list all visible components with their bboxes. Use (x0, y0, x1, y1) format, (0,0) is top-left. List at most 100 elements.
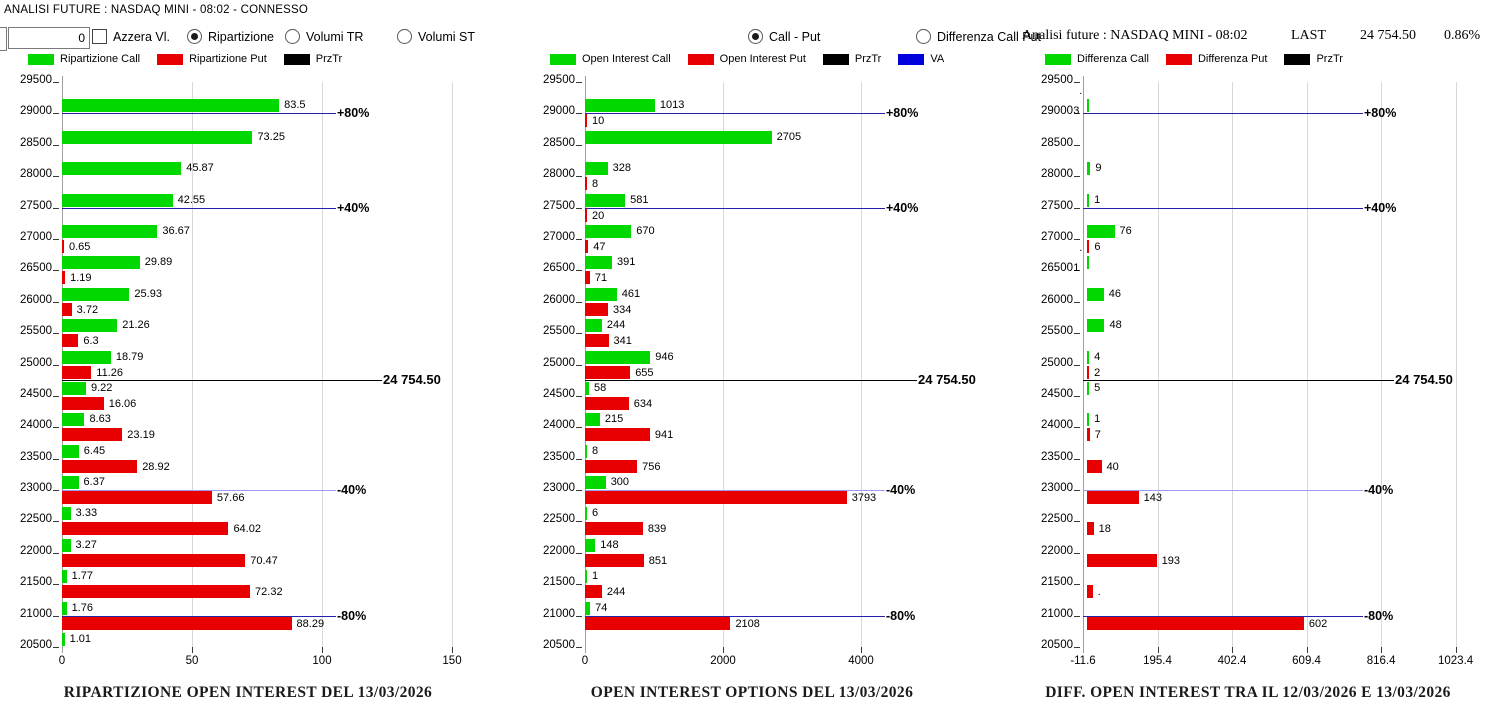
call-swatch-icon (1045, 53, 1071, 65)
put-bar (1087, 553, 1157, 567)
radio-icon[interactable] (285, 29, 300, 44)
put-value-label: . (1097, 586, 1101, 599)
call-bar (1087, 224, 1115, 238)
last-label: LAST (1291, 28, 1326, 43)
x-tick-label: 50 (185, 655, 199, 667)
radio-label: Volumi ST (418, 29, 475, 44)
put-bar (62, 271, 66, 285)
x-axis-tick (723, 647, 724, 653)
y-axis-tick (576, 552, 582, 554)
gridline (322, 82, 323, 647)
put-value-label: 70.47 (250, 554, 278, 567)
put-bar (585, 239, 589, 253)
va-line (62, 113, 336, 115)
put-bar (585, 553, 644, 567)
y-axis-tick (1074, 270, 1080, 272)
gridline (723, 82, 724, 647)
radio-differenza-call-put[interactable]: Differenza Call Put (916, 29, 1041, 44)
y-axis-tick (576, 333, 582, 335)
price-level-label: 27000 (1041, 230, 1073, 243)
radio-selected-icon[interactable] (748, 29, 763, 44)
put-bar (62, 365, 92, 379)
put-value-label: 20 (592, 209, 605, 222)
percent-change: 0.86% (1444, 28, 1481, 43)
radio-label: Volumi TR (306, 29, 364, 44)
price-level-label: 22500 (20, 513, 52, 526)
price-level-label: 22000 (20, 544, 52, 557)
radio-volumi-st[interactable]: Volumi ST (397, 29, 475, 44)
call-bar (585, 99, 655, 113)
call-bar (585, 130, 772, 144)
x-axis-tick (1381, 647, 1383, 653)
call-value-label: 9 (1095, 162, 1102, 175)
put-bar (585, 302, 609, 316)
put-bar (1087, 239, 1090, 253)
y-axis-tick (53, 144, 59, 146)
put-bar (62, 553, 246, 567)
put-value-label: 3.72 (76, 303, 99, 316)
legend-item: PrzTr (822, 53, 881, 65)
price-level-label: 21500 (1041, 576, 1073, 589)
call-bar (62, 381, 86, 395)
radio-icon[interactable] (916, 29, 931, 44)
call-value-label: 2705 (776, 130, 802, 143)
y-axis-tick (1074, 584, 1080, 586)
radio-icon[interactable] (397, 29, 412, 44)
price-level-label: 26500 (1041, 262, 1073, 275)
call-bar (62, 350, 111, 364)
radio-volumi-tr[interactable]: Volumi TR (285, 29, 363, 44)
va-percent-label: -40% (886, 483, 916, 498)
call-bar (585, 444, 587, 458)
call-bar (62, 256, 140, 270)
put-bar (585, 334, 609, 348)
call-bar (62, 99, 280, 113)
legend-label: Differenza Put (1197, 53, 1268, 65)
window-status-title: ANALISI FUTURE : NASDAQ MINI - 08:02 - C… (4, 4, 308, 16)
put-value-label: 16.06 (108, 397, 137, 410)
call-value-label: 58 (594, 381, 607, 394)
call-bar (62, 476, 79, 490)
call-value-label: 21.26 (122, 319, 150, 332)
spinner-partial-control[interactable] (0, 27, 7, 51)
put-value-label: 655 (635, 366, 654, 379)
y-axis-tick (576, 207, 582, 209)
put-bar (62, 302, 72, 316)
call-bar (62, 413, 85, 427)
put-bar (585, 491, 847, 505)
y-axis-tick (1074, 238, 1080, 240)
price-level-label: 21000 (543, 607, 575, 620)
price-level-label: 29500 (1041, 74, 1073, 86)
call-value-label: 6.37 (83, 476, 105, 489)
call-value-label: 74 (595, 601, 608, 614)
prztr-swatch-icon (283, 53, 310, 65)
prztr-line (62, 379, 382, 381)
call-value-label: 244 (606, 319, 626, 332)
put-value-label: 839 (647, 523, 667, 536)
y-axis-tick (1074, 615, 1080, 617)
va-line (585, 615, 885, 617)
put-value-label: 11.26 (96, 366, 123, 379)
call-bar (62, 319, 118, 333)
put-value-label: 851 (648, 554, 668, 567)
put-bar (1087, 522, 1094, 536)
call-bar (585, 476, 606, 490)
prztr-price-label: 24 754.50 (1395, 371, 1453, 387)
call-value-label: 18.79 (115, 350, 144, 363)
checkbox-box-icon[interactable] (92, 29, 107, 44)
prztr-swatch-icon (822, 53, 849, 65)
azzera-checkbox[interactable]: Azzera Vl. (92, 29, 170, 44)
call-value-label: 73.25 (257, 130, 285, 143)
radio-call-put[interactable]: Call - Put (748, 29, 820, 44)
call-value-label: 1.77 (71, 570, 94, 583)
value-input[interactable] (8, 27, 90, 49)
prztr-line (1083, 379, 1394, 381)
radio-ripartizione[interactable]: Ripartizione (187, 29, 274, 44)
va-percent-label: -40% (337, 483, 367, 498)
call-bar (1087, 287, 1104, 301)
put-value-label: 6.3 (83, 335, 99, 348)
y-axis-tick (1074, 647, 1080, 648)
call-bar (62, 538, 71, 552)
radio-selected-icon[interactable] (187, 29, 202, 44)
put-value-label: 57.66 (216, 492, 245, 505)
call-bar (62, 601, 67, 615)
